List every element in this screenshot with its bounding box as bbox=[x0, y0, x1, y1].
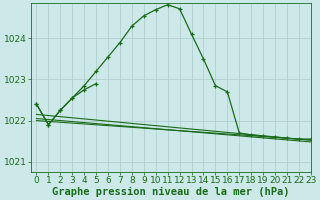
X-axis label: Graphe pression niveau de la mer (hPa): Graphe pression niveau de la mer (hPa) bbox=[52, 186, 289, 197]
